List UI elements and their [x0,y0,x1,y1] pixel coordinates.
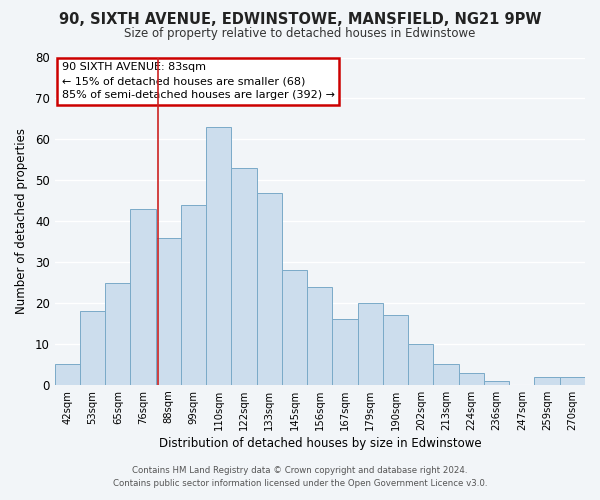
Bar [383,316,408,385]
Bar [433,364,459,385]
Y-axis label: Number of detached properties: Number of detached properties [15,128,28,314]
Bar [459,372,484,385]
Bar [408,344,433,385]
Text: 90 SIXTH AVENUE: 83sqm
← 15% of detached houses are smaller (68)
85% of semi-det: 90 SIXTH AVENUE: 83sqm ← 15% of detached… [62,62,335,100]
Bar [105,282,130,385]
Bar [181,205,206,385]
Bar [358,303,383,385]
Bar [535,376,560,385]
Bar [206,127,232,385]
Bar [560,376,585,385]
Bar [307,286,332,385]
X-axis label: Distribution of detached houses by size in Edwinstowe: Distribution of detached houses by size … [158,437,481,450]
Bar [332,320,358,385]
Bar [80,311,105,385]
Bar [155,238,181,385]
Bar [282,270,307,385]
Bar [257,192,282,385]
Bar [130,209,155,385]
Bar [484,380,509,385]
Text: 90, SIXTH AVENUE, EDWINSTOWE, MANSFIELD, NG21 9PW: 90, SIXTH AVENUE, EDWINSTOWE, MANSFIELD,… [59,12,541,28]
Text: Contains HM Land Registry data © Crown copyright and database right 2024.
Contai: Contains HM Land Registry data © Crown c… [113,466,487,487]
Bar [232,168,257,385]
Text: Size of property relative to detached houses in Edwinstowe: Size of property relative to detached ho… [124,28,476,40]
Bar [55,364,80,385]
